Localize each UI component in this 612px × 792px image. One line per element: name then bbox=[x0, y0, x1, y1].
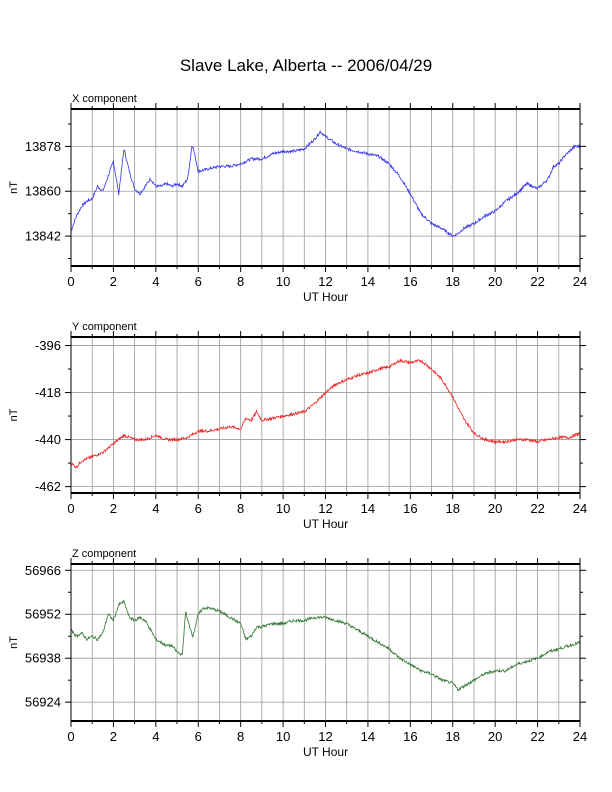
x-tick-label: 22 bbox=[530, 274, 544, 289]
x-tick-label: 20 bbox=[488, 729, 502, 744]
x-axis-label: UT Hour bbox=[303, 517, 348, 531]
x-axis-label: UT Hour bbox=[303, 745, 348, 759]
x-tick-label: 10 bbox=[276, 274, 290, 289]
x-axis-label: UT Hour bbox=[303, 290, 348, 304]
x-tick-label: 14 bbox=[361, 501, 375, 516]
y-tick-label: -418 bbox=[35, 385, 61, 400]
y-axis-label: nT bbox=[8, 408, 20, 421]
panel-title: X component bbox=[72, 93, 137, 105]
y-tick-label: -396 bbox=[35, 338, 61, 353]
x-tick-label: 6 bbox=[195, 501, 202, 516]
y-tick-label: -440 bbox=[35, 432, 61, 447]
x-tick-label: 10 bbox=[276, 501, 290, 516]
y-tick-label: -462 bbox=[35, 479, 61, 494]
series-line bbox=[70, 130, 581, 238]
y-axis-label: nT bbox=[8, 181, 20, 194]
x-tick-label: 0 bbox=[67, 729, 74, 744]
x-tick-label: 24 bbox=[573, 729, 587, 744]
x-tick-label: 18 bbox=[446, 501, 460, 516]
y-axis-label: nT bbox=[8, 636, 20, 649]
x-tick-label: 18 bbox=[446, 274, 460, 289]
x-tick-label: 16 bbox=[403, 501, 417, 516]
y-tick-label: 13860 bbox=[25, 184, 61, 199]
x-tick-label: 20 bbox=[488, 501, 502, 516]
y-tick-label: 56924 bbox=[25, 695, 61, 710]
x-tick-label: 8 bbox=[237, 274, 244, 289]
x-tick-label: 22 bbox=[530, 501, 544, 516]
x-tick-label: 22 bbox=[530, 729, 544, 744]
x-tick-label: 8 bbox=[237, 501, 244, 516]
x-tick-label: 2 bbox=[110, 501, 117, 516]
y-tick-label: 13842 bbox=[25, 229, 61, 244]
series-line bbox=[70, 600, 581, 692]
x-tick-label: 24 bbox=[573, 274, 587, 289]
x-tick-label: 12 bbox=[318, 501, 332, 516]
x-tick-label: 14 bbox=[361, 729, 375, 744]
x-tick-label: 0 bbox=[67, 274, 74, 289]
x-tick-label: 20 bbox=[488, 274, 502, 289]
panel-3: 0 2 4 6 8 10 12 14 16 18 20 22 245692456938569525696… bbox=[8, 548, 587, 759]
x-tick-label: 4 bbox=[152, 274, 159, 289]
panel-title: Y component bbox=[72, 321, 137, 333]
x-tick-label: 4 bbox=[152, 729, 159, 744]
y-tick-label: 56952 bbox=[25, 607, 61, 622]
series-line bbox=[70, 358, 581, 469]
x-tick-label: 6 bbox=[195, 274, 202, 289]
x-tick-label: 14 bbox=[361, 274, 375, 289]
x-tick-label: 0 bbox=[67, 501, 74, 516]
x-tick-label: 18 bbox=[446, 729, 460, 744]
x-tick-label: 16 bbox=[403, 274, 417, 289]
x-tick-label: 24 bbox=[573, 501, 587, 516]
x-tick-label: 10 bbox=[276, 729, 290, 744]
x-tick-label: 16 bbox=[403, 729, 417, 744]
x-tick-label: 12 bbox=[318, 729, 332, 744]
panel-title: Z component bbox=[72, 548, 136, 560]
y-tick-label: 56938 bbox=[25, 651, 61, 666]
x-tick-label: 12 bbox=[318, 274, 332, 289]
x-tick-label: 2 bbox=[110, 729, 117, 744]
x-tick-label: 4 bbox=[152, 501, 159, 516]
chart-main-title: Slave Lake, Alberta -- 2006/04/29 bbox=[179, 56, 433, 75]
x-tick-label: 6 bbox=[195, 729, 202, 744]
x-tick-label: 2 bbox=[110, 274, 117, 289]
y-tick-label: 13878 bbox=[25, 139, 61, 154]
x-tick-label: 8 bbox=[237, 729, 244, 744]
y-tick-label: 56966 bbox=[25, 563, 61, 578]
